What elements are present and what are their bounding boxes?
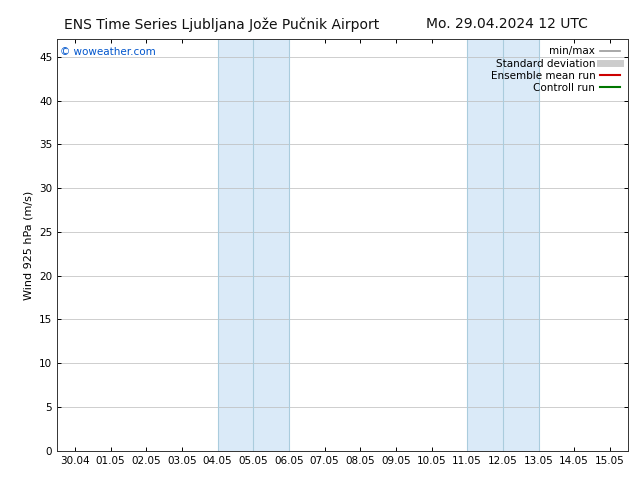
Text: ENS Time Series Ljubljana Jože Pučnik Airport: ENS Time Series Ljubljana Jože Pučnik Ai… <box>64 17 380 32</box>
Y-axis label: Wind 925 hPa (m/s): Wind 925 hPa (m/s) <box>23 191 34 299</box>
Text: Mo. 29.04.2024 12 UTC: Mo. 29.04.2024 12 UTC <box>426 17 588 31</box>
Bar <box>467 39 538 451</box>
Text: © woweather.com: © woweather.com <box>60 48 156 57</box>
Bar <box>217 39 289 451</box>
Legend: min/max, Standard deviation, Ensemble mean run, Controll run: min/max, Standard deviation, Ensemble me… <box>489 45 623 95</box>
